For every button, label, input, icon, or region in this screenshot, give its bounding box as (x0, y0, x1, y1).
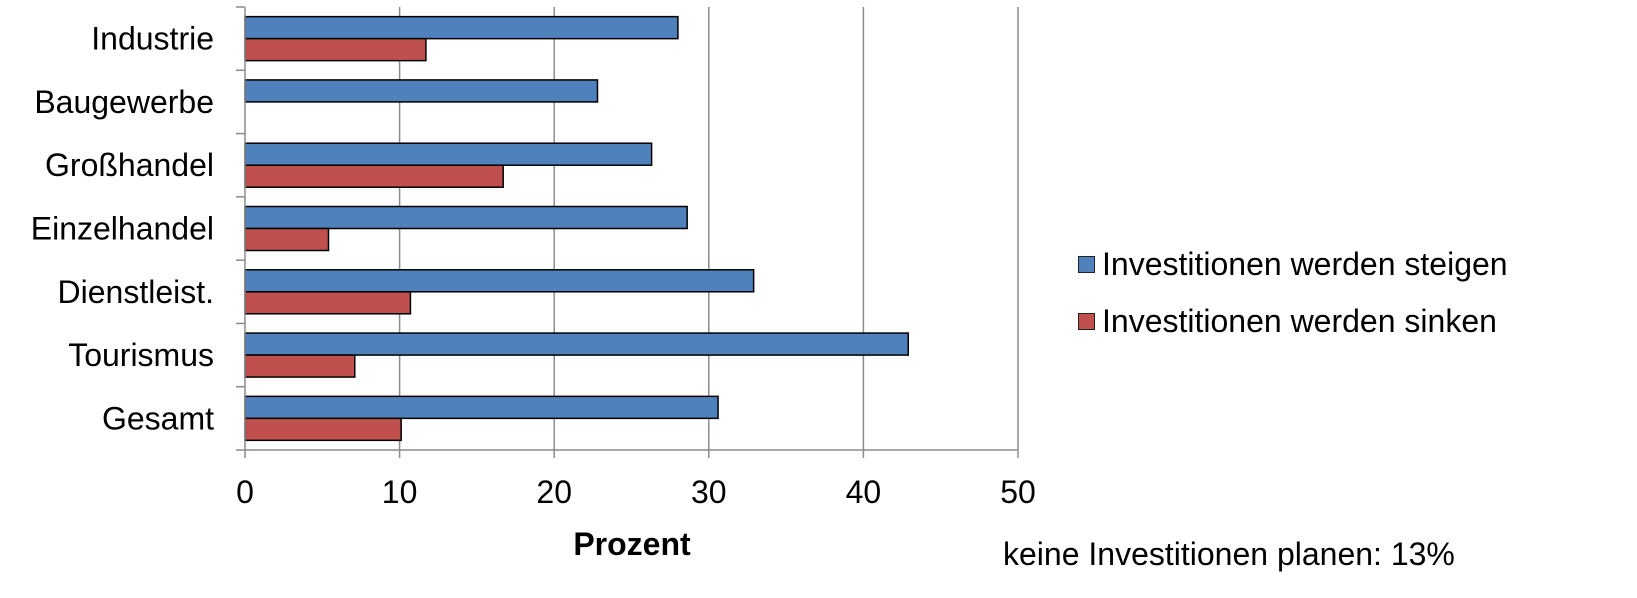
category-label: Einzelhandel (31, 211, 214, 247)
bar-steigen (244, 395, 719, 420)
axes (236, 6, 1019, 458)
x-axis-title: Prozent (573, 526, 691, 562)
category-labels: Industrie Baugewerbe Großhandel Einzelhande… (31, 21, 214, 437)
bar-steigen (244, 142, 653, 166)
bar-sinken (244, 164, 504, 188)
bars (244, 15, 909, 442)
legend-label-steigen: Investitionen werden steigen (1102, 246, 1508, 282)
x-tick-label: 10 (382, 474, 418, 510)
x-tick-label: 20 (536, 474, 572, 510)
category-label: Gesamt (102, 400, 214, 436)
bar-sinken (244, 417, 402, 442)
bar-steigen (244, 269, 755, 293)
tick-labels: 0 10 20 30 40 50 (236, 474, 1036, 510)
legend: Investitionen werden steigen Investition… (1078, 236, 1508, 350)
x-tick-label: 30 (691, 474, 727, 510)
bar-steigen (244, 205, 688, 230)
bar-steigen (244, 15, 679, 40)
x-tick-label: 50 (1000, 474, 1036, 510)
annotation-footnote: keine Investitionen planen: 13% (1003, 536, 1455, 572)
legend-swatch-sinken (1078, 313, 1095, 330)
legend-swatch-steigen (1078, 256, 1095, 273)
bar-steigen (244, 332, 909, 356)
bar-sinken (244, 227, 330, 252)
bar-sinken (244, 291, 412, 315)
x-tick-label: 0 (236, 474, 254, 510)
legend-item-sinken: Investitionen werden sinken (1078, 293, 1508, 350)
legend-label-sinken: Investitionen werden sinken (1102, 303, 1497, 339)
category-label: Großhandel (45, 147, 214, 183)
category-label: Dienstleist. (58, 274, 215, 310)
category-label: Industrie (91, 21, 214, 57)
bar-sinken (244, 37, 427, 62)
category-label: Baugewerbe (34, 84, 214, 120)
category-label: Tourismus (68, 337, 214, 373)
legend-item-steigen: Investitionen werden steigen (1078, 236, 1508, 293)
bar-sinken (244, 354, 356, 378)
x-tick-label: 40 (846, 474, 882, 510)
bar-steigen (244, 79, 599, 103)
